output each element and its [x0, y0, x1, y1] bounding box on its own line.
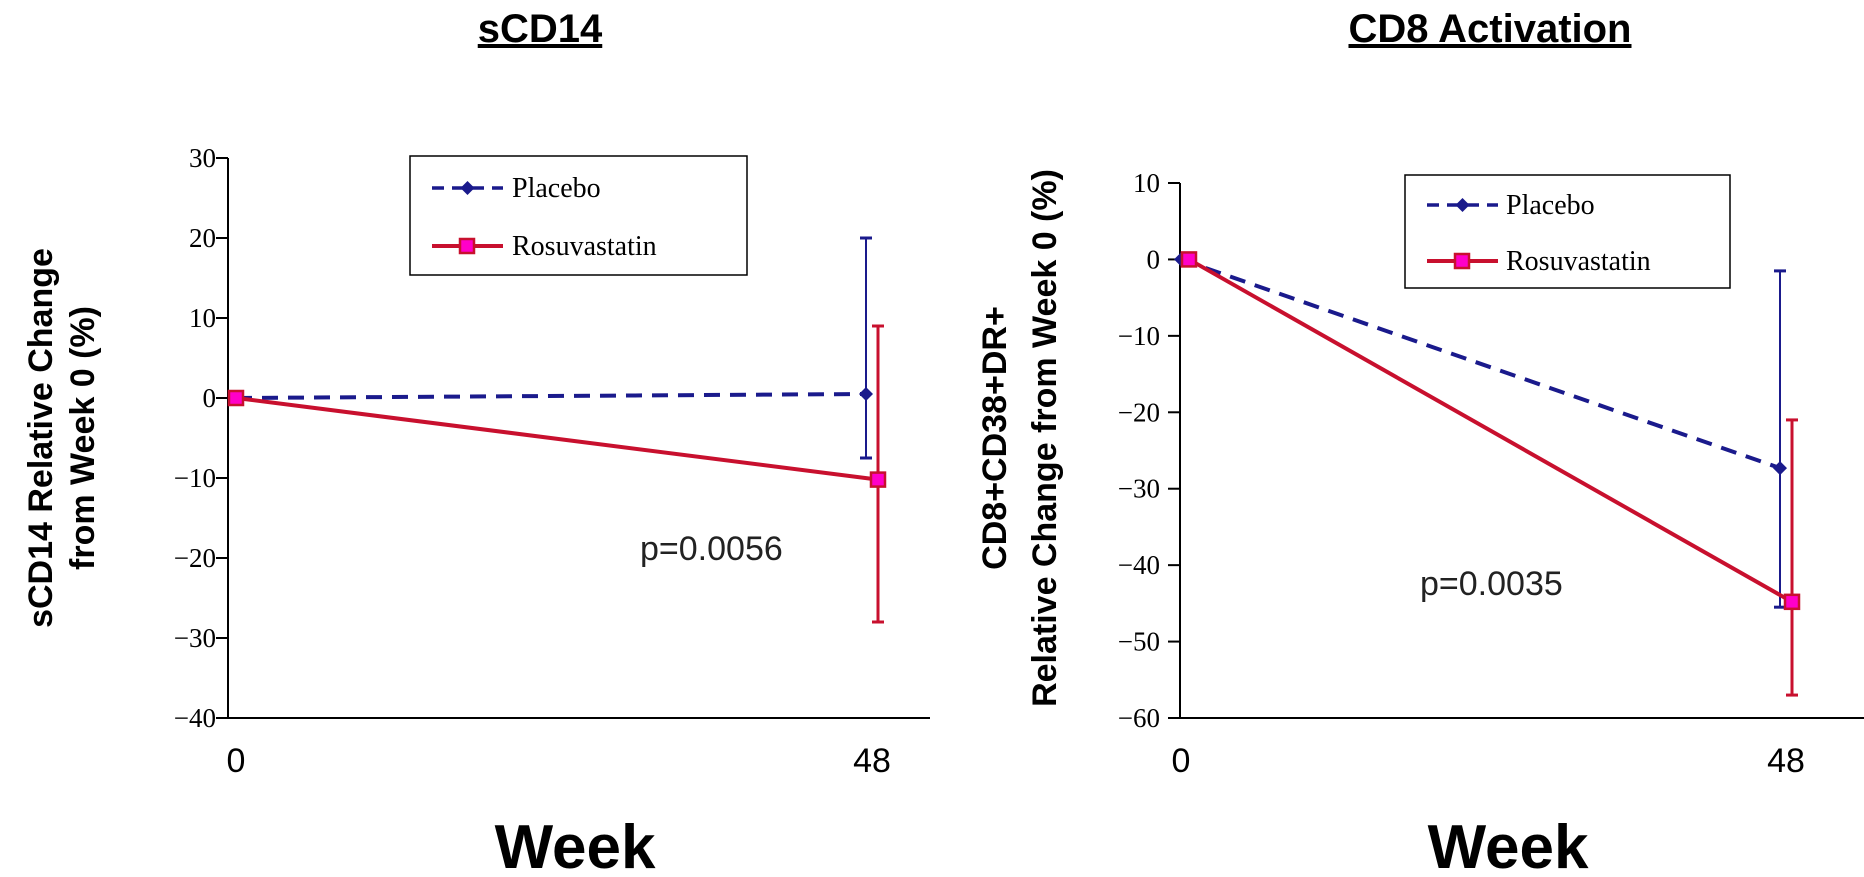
y-tick-label: −20 [1118, 397, 1160, 427]
y-tick-label: 10 [1133, 168, 1160, 198]
error-bars [1774, 269, 1798, 697]
x-axis-label: Week [495, 813, 656, 872]
marker-rosuvastatin [1180, 251, 1198, 268]
y-tick-label: 0 [1147, 244, 1161, 274]
series-line-rosuvastatin [235, 396, 879, 482]
series-markers [227, 387, 887, 488]
error-bars [860, 236, 884, 624]
y-tick-label: −10 [1118, 321, 1160, 351]
legend-placebo-label: Placebo [1506, 190, 1595, 221]
legend: Placebo Rosuvastatin [1404, 174, 1731, 289]
y-axis-label-line-2: Relative Change from Week 0 (%) [1026, 169, 1064, 707]
legend-placebo-label: Placebo [512, 173, 601, 204]
x-tick-label: 0 [227, 742, 246, 780]
p-value-annotation: p=0.0035 [1420, 565, 1563, 603]
y-axis-label-line-1: sCD14 Relative Change [22, 248, 60, 628]
series-line-rosuvastatin [1188, 257, 1793, 604]
legend-placebo-marker [1455, 198, 1470, 212]
y-axis-label-line-1: CD8+CD38+DR+ [976, 306, 1014, 570]
x-tick-label: 48 [853, 742, 891, 780]
y-tick-label: 30 [189, 143, 216, 173]
y-tick-label: 0 [203, 383, 217, 413]
y-tick-label: −30 [1118, 474, 1160, 504]
marker-rosuvastatin [227, 389, 245, 407]
y-tick-label: −50 [1118, 627, 1160, 657]
chart-cd8-activation: CD8 Activation CD8+CD38+DR+ Relative Cha… [976, 7, 1864, 877]
y-tick-label: 20 [189, 223, 216, 253]
marker-rosuvastatin [1783, 593, 1801, 611]
marker-rosuvastatin [869, 471, 887, 488]
x-axis-ticks: 0 48 [227, 742, 891, 780]
series-line-placebo [1180, 257, 1781, 470]
y-tick-label: 10 [189, 303, 216, 333]
p-value-annotation: p=0.0056 [640, 530, 783, 568]
x-tick-label: 48 [1767, 742, 1805, 780]
y-tick-label: −30 [174, 623, 216, 653]
y-tick-label: −10 [174, 463, 216, 493]
legend-box [409, 155, 748, 276]
y-axis-ticks: 30 20 10 0 −10 −20 −30 −40 [174, 143, 228, 733]
marker-placebo [1773, 461, 1787, 476]
y-axis-ticks: 10 0 −10 −20 −30 −40 −50 −60 [1118, 168, 1180, 733]
y-tick-label: −60 [1118, 703, 1160, 733]
legend-rosuvastatin-label: Rosuvastatin [512, 231, 657, 262]
x-axis-label: Week [1428, 813, 1589, 872]
chart-title: CD8 Activation [1348, 7, 1631, 51]
marker-placebo [859, 387, 873, 401]
legend: Placebo Rosuvastatin [409, 155, 748, 276]
x-axis-ticks: 0 48 [1172, 742, 1805, 780]
legend-rosuvastatin-marker [458, 237, 476, 255]
chart-title: sCD14 [478, 7, 603, 51]
series-lines [1180, 257, 1793, 604]
y-tick-label: −20 [174, 543, 216, 573]
y-tick-label: −40 [1118, 550, 1160, 580]
series-lines [235, 392, 879, 482]
x-tick-label: 0 [1172, 742, 1191, 780]
series-line-placebo [235, 392, 867, 400]
legend-rosuvastatin-marker [1453, 252, 1471, 270]
y-tick-label: −40 [174, 703, 216, 733]
y-axis-label-line-2: from Week 0 (%) [64, 306, 102, 570]
legend-rosuvastatin-label: Rosuvastatin [1506, 246, 1651, 277]
chart-scd14: sCD14 sCD14 Relative Change from Week 0 … [22, 7, 930, 877]
series-markers [1174, 251, 1801, 611]
legend-placebo-marker [460, 181, 475, 195]
